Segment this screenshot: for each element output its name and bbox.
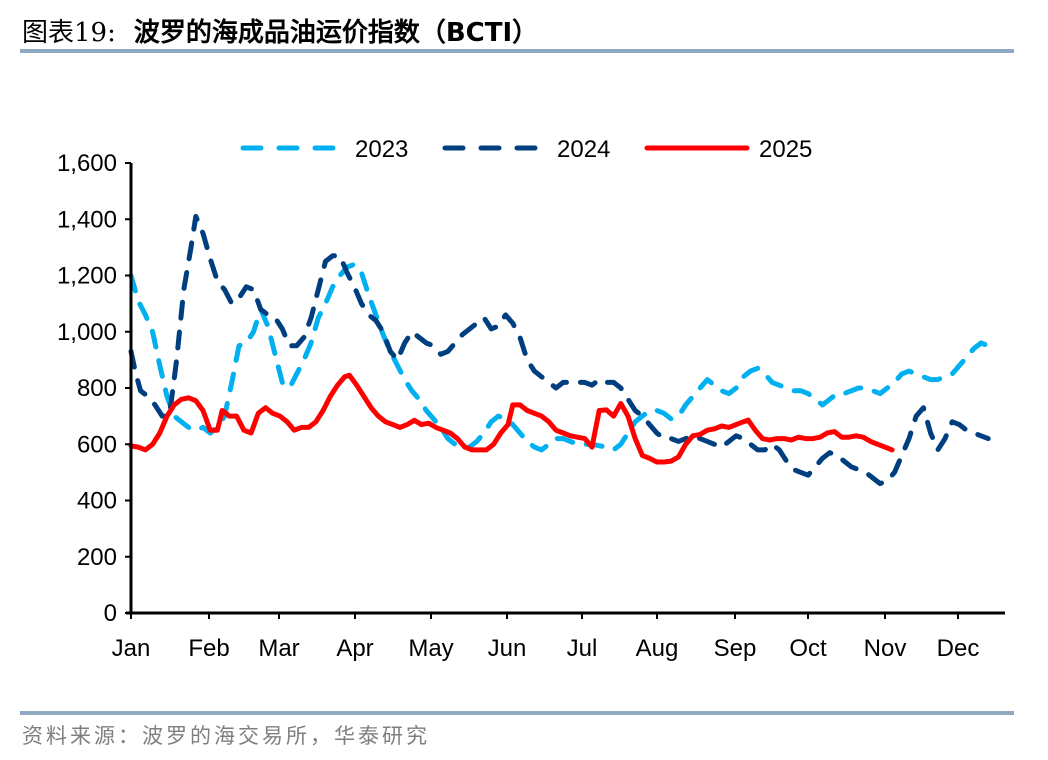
legend-label-2025: 2025 (759, 136, 812, 163)
x-tick-label: Sep (714, 635, 757, 662)
x-tick-label: Feb (188, 635, 229, 662)
y-tick-label: 1,000 (57, 319, 117, 346)
series-line-2024 (128, 213, 991, 487)
y-tick-label: 1,200 (57, 263, 117, 290)
y-tick-label: 0 (104, 600, 117, 627)
figure-title: 图表19: 波罗的海成品油运价指数（BCTI） (22, 12, 538, 48)
legend-label-2023: 2023 (355, 136, 408, 163)
x-tick-label: May (408, 635, 453, 662)
chart-axes: 0 200 400 600 800 1,000 1,200 1,400 1,600 Jan Feb M… (57, 150, 1005, 662)
x-tick-label: Jan (112, 635, 151, 662)
title-divider (20, 49, 1014, 53)
x-tick-label: Mar (258, 635, 299, 662)
series-line-2023 (128, 261, 991, 453)
figure-number: 图表19: (22, 17, 116, 48)
y-tick-label: 1,600 (57, 150, 117, 177)
y-tick-label: 600 (77, 431, 117, 458)
source-divider (20, 711, 1014, 715)
line-chart: 2023 2024 2025 0 200 400 600 800 1,000 1,200 1,40… (57, 136, 1005, 662)
y-tick-label: 400 (77, 488, 117, 515)
source-note: 资料来源：波罗的海交易所，华泰研究 (22, 724, 430, 748)
x-tick-label: Oct (789, 635, 827, 662)
y-tick-label: 800 (77, 375, 117, 402)
legend-label-2024: 2024 (557, 136, 610, 163)
chart-title: 波罗的海成品油运价指数（BCTI） (133, 17, 539, 48)
x-tick-label: Jul (567, 635, 598, 662)
x-tick-label: Nov (864, 635, 907, 662)
y-tick-label: 1,400 (57, 206, 117, 233)
y-tick-label: 200 (77, 544, 117, 571)
series-line-2025 (128, 372, 895, 465)
x-tick-label: Aug (636, 635, 679, 662)
x-tick-label: Apr (336, 635, 373, 662)
x-tick-label: Jun (488, 635, 527, 662)
chart-legend: 2023 2024 2025 (240, 136, 812, 163)
chart-series (128, 213, 991, 487)
x-tick-label: Dec (937, 635, 980, 662)
